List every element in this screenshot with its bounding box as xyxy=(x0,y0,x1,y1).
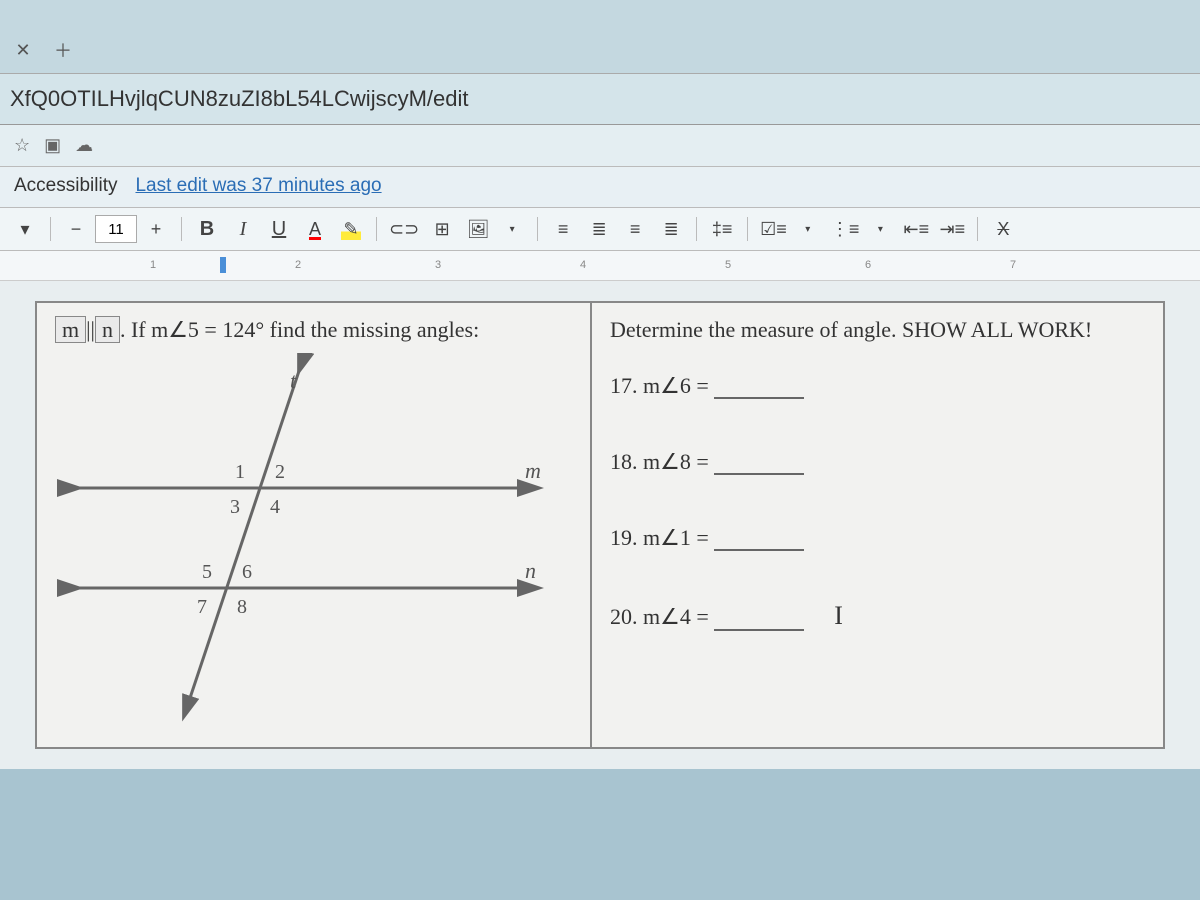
angle-8: 8 xyxy=(237,596,247,618)
label-n: n xyxy=(525,558,536,583)
bullet-caret[interactable]: ▾ xyxy=(863,212,897,246)
ruler-tick: 6 xyxy=(865,259,871,271)
insert-link-icon[interactable]: ⊂⊃ xyxy=(385,212,423,246)
horizontal-ruler[interactable]: 1 2 3 4 5 6 7 xyxy=(0,251,1200,281)
indent-decrease-icon[interactable]: ⇤≡ xyxy=(899,212,933,246)
problem-cell[interactable]: m||n. If m∠5 = 124° find the missing ang… xyxy=(37,303,592,747)
label-m: m xyxy=(525,458,541,483)
q17: 17. m∠6 = xyxy=(610,373,1145,399)
angle-4: 4 xyxy=(270,496,280,518)
image-dropdown-caret[interactable]: ▾ xyxy=(495,212,529,246)
bullet-list-icon[interactable]: ⋮≡ xyxy=(827,212,864,246)
ruler-tick: 4 xyxy=(580,259,586,271)
insert-image-icon[interactable]: 🖼 xyxy=(461,212,495,246)
url-text: XfQ0OTILHvjlqCUN8zuZI8bL54LCwijscyM/edit xyxy=(10,86,469,111)
angle-1: 1 xyxy=(235,461,245,483)
bookmark-bar: ☆ ▣ ☁ xyxy=(0,125,1200,167)
document-canvas: m||n. If m∠5 = 124° find the missing ang… xyxy=(0,281,1200,769)
align-left-icon[interactable]: ≡ xyxy=(546,212,580,246)
indent-increase-icon[interactable]: ⇥≡ xyxy=(935,212,969,246)
doc-info-bar: Accessibility Last edit was 37 minutes a… xyxy=(0,167,1200,208)
angle-diagram: t m n 1 2 3 4 5 6 7 8 xyxy=(55,353,575,733)
angle-6: 6 xyxy=(242,561,252,583)
page-table: m||n. If m∠5 = 124° find the missing ang… xyxy=(35,301,1165,749)
q20: 20. m∠4 = I xyxy=(610,601,1145,631)
text-cursor: I xyxy=(834,601,843,630)
present-icon[interactable]: ▣ xyxy=(44,135,61,156)
font-size-decrease[interactable]: − xyxy=(59,212,93,246)
url-bar[interactable]: XfQ0OTILHvjlqCUN8zuZI8bL54LCwijscyM/edit xyxy=(0,73,1200,125)
text-color-button[interactable]: A xyxy=(298,212,332,246)
browser-tab-strip: ✕ ＋ xyxy=(0,0,1200,73)
q19: 19. m∠1 = xyxy=(610,525,1145,551)
angle-3: 3 xyxy=(230,496,240,518)
angle-7: 7 xyxy=(197,596,207,618)
new-tab-icon[interactable]: ＋ xyxy=(48,35,78,65)
var-m: m xyxy=(55,316,86,343)
font-size-input[interactable]: 11 xyxy=(95,215,137,243)
accessibility-menu[interactable]: Accessibility xyxy=(14,175,117,197)
close-tab-icon[interactable]: ✕ xyxy=(8,35,38,65)
checklist-caret[interactable]: ▾ xyxy=(791,212,825,246)
problem-statement: m||n. If m∠5 = 124° find the missing ang… xyxy=(55,317,572,343)
clear-formatting-icon[interactable]: X xyxy=(986,212,1020,246)
angle-2: 2 xyxy=(275,461,285,483)
line-spacing-icon[interactable]: ‡≡ xyxy=(705,212,739,246)
var-n: n xyxy=(95,316,120,343)
ruler-tick: 7 xyxy=(1010,259,1016,271)
highlight-button[interactable]: ✎ xyxy=(334,212,368,246)
ruler-tick: 1 xyxy=(150,259,156,271)
problem-text: . If m∠5 = 124° find the missing angles: xyxy=(120,317,479,342)
angle-5: 5 xyxy=(202,561,212,583)
last-edit-link[interactable]: Last edit was 37 minutes ago xyxy=(135,175,381,197)
ruler-tick: 5 xyxy=(725,259,731,271)
font-size-increase[interactable]: + xyxy=(139,212,173,246)
dropdown-caret-icon[interactable]: ▾ xyxy=(8,212,42,246)
ruler-tick: 2 xyxy=(295,259,301,271)
underline-button[interactable]: U xyxy=(262,212,296,246)
ruler-indent-marker[interactable] xyxy=(220,257,226,273)
cloud-icon[interactable]: ☁ xyxy=(75,135,93,156)
label-t: t xyxy=(290,368,297,393)
align-justify-icon[interactable]: ≣ xyxy=(654,212,688,246)
italic-button[interactable]: I xyxy=(226,212,260,246)
align-center-icon[interactable]: ≣ xyxy=(582,212,616,246)
bold-button[interactable]: B xyxy=(190,212,224,246)
ruler-tick: 3 xyxy=(435,259,441,271)
star-icon[interactable]: ☆ xyxy=(14,135,30,156)
answers-heading: Determine the measure of angle. SHOW ALL… xyxy=(610,317,1145,343)
add-comment-icon[interactable]: ⊞ xyxy=(425,212,459,246)
q18: 18. m∠8 = xyxy=(610,449,1145,475)
answers-cell[interactable]: Determine the measure of angle. SHOW ALL… xyxy=(592,303,1163,747)
checklist-icon[interactable]: ☑≡ xyxy=(756,212,791,246)
formatting-toolbar: ▾ − 11 + B I U A ✎ ⊂⊃ ⊞ 🖼 ▾ ≡ ≣ ≡ ≣ ‡≡ ☑… xyxy=(0,208,1200,251)
align-right-icon[interactable]: ≡ xyxy=(618,212,652,246)
